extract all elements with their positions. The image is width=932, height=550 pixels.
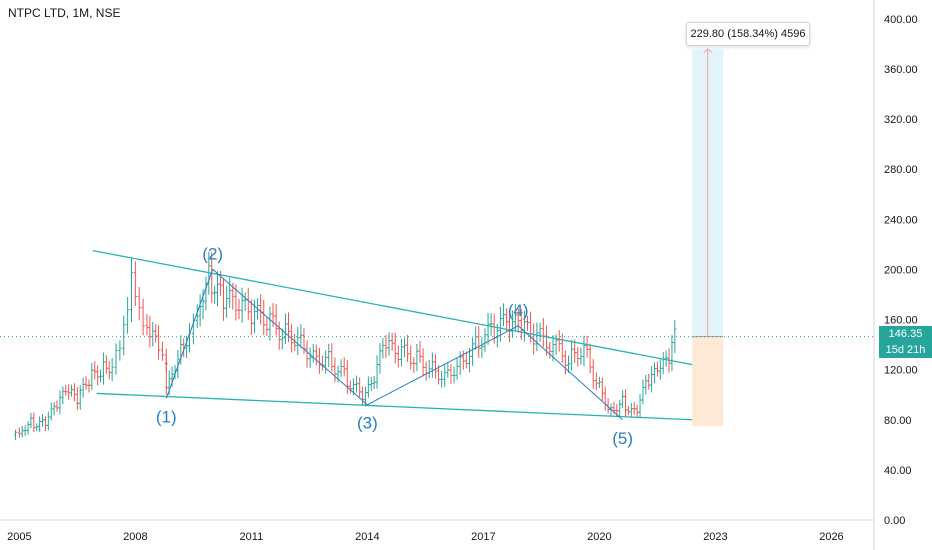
wave-label: (3): [357, 414, 378, 433]
measure-label: 229.80 (158.34%) 4596: [686, 22, 810, 46]
loss-zone: [692, 336, 724, 427]
wave-label: (5): [612, 429, 633, 448]
y-tick-label: 80.00: [884, 415, 912, 427]
trendline: [96, 392, 693, 421]
chart-title: NTPC LTD, 1M, NSE: [8, 6, 121, 20]
wave-path: [165, 268, 623, 421]
wave-label: (1): [156, 407, 177, 426]
trendline: [92, 249, 693, 366]
x-tick-label: 2026: [819, 531, 843, 543]
wave-labels: (1) (2) (3) (4) (5): [156, 244, 633, 447]
candles: [13, 251, 677, 440]
x-tick-label: 2011: [240, 531, 264, 543]
wave-label: (4): [508, 301, 529, 320]
wave-label: (2): [202, 244, 223, 263]
y-tick-label: 0.00: [884, 515, 905, 527]
x-tick-label: 2008: [123, 531, 147, 543]
y-tick-label: 400.00: [884, 14, 918, 26]
x-tick-label: 2017: [471, 531, 495, 543]
projection-zones: [0, 48, 874, 427]
measure-arrow-left: [703, 48, 709, 54]
last-price-badge: 146.35 15d 21h: [879, 326, 932, 358]
x-tick-label: 2020: [587, 531, 611, 543]
measure-arrow-right: [707, 48, 713, 54]
y-tick-label: 120.00: [884, 365, 918, 377]
bar-countdown: 15d 21h: [885, 344, 926, 356]
y-tick-label: 40.00: [884, 465, 912, 477]
y-tick-label: 200.00: [884, 264, 918, 276]
trendlines: [92, 249, 693, 421]
x-tick-label: 2023: [703, 531, 727, 543]
x-tick-label: 2014: [355, 531, 379, 543]
y-tick-label: 240.00: [884, 214, 918, 226]
y-tick-label: 360.00: [884, 64, 918, 76]
y-tick-label: 160.00: [884, 315, 918, 327]
y-tick-label: 280.00: [884, 164, 918, 176]
y-tick-label: 320.00: [884, 114, 918, 126]
last-price-value: 146.35: [888, 328, 923, 340]
x-tick-label: 2005: [7, 531, 31, 543]
